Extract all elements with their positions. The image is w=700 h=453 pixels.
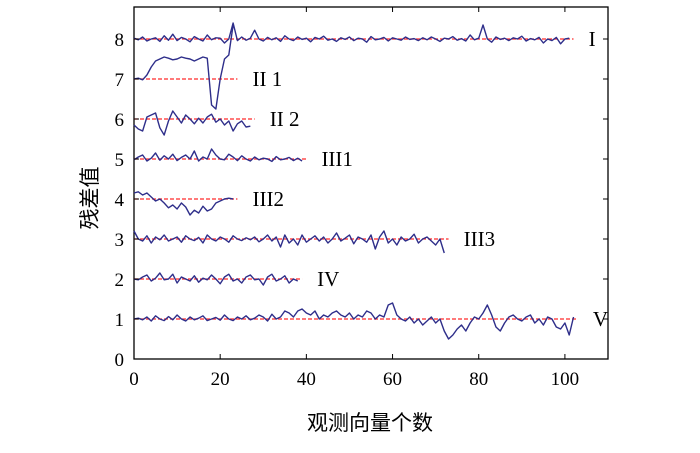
x-tick-label: 20 xyxy=(211,369,230,390)
x-tick-label: 60 xyxy=(383,369,402,390)
y-tick-label: 7 xyxy=(115,70,125,91)
series-line-iv xyxy=(133,272,299,286)
y-tick-label: 4 xyxy=(115,190,125,211)
plot-frame xyxy=(133,6,609,360)
y-tick-label: 3 xyxy=(115,230,125,251)
y-tick-label: 5 xyxy=(115,150,125,171)
series-label-v: V xyxy=(593,307,608,331)
series-line-ii1 xyxy=(133,24,234,110)
y-axis-ticks: 0 1 2 3 4 5 6 7 8 xyxy=(115,30,608,371)
x-tick-label: 80 xyxy=(469,369,488,390)
y-tick-label: 2 xyxy=(115,270,125,291)
y-tick-label: 6 xyxy=(115,110,125,131)
series-label-iii1: III1 xyxy=(321,147,352,171)
x-axis-ticks: 0 20 40 60 80 100 xyxy=(129,7,579,390)
series-label-ii1: II 1 xyxy=(253,67,283,91)
series-labels: I II 1 II 2 III1 III2 III3 IV V xyxy=(253,27,609,331)
y-tick-label: 0 xyxy=(115,350,125,371)
x-tick-label: 100 xyxy=(551,369,580,390)
series-label-iv: IV xyxy=(317,267,339,291)
series-lines xyxy=(133,22,575,340)
x-axis-label: 观测向量个数 xyxy=(307,411,433,435)
series-label-iii2: III2 xyxy=(253,187,284,211)
series-line-iii3 xyxy=(133,230,445,254)
y-axis-label: 残差值 xyxy=(78,167,102,230)
series-label-i: I xyxy=(589,27,596,51)
series-label-ii2: II 2 xyxy=(270,107,300,131)
y-tick-label: 1 xyxy=(115,310,125,331)
series-label-iii3: III3 xyxy=(464,227,495,251)
series-line-v xyxy=(133,302,575,340)
series-line-i xyxy=(133,22,570,45)
baselines xyxy=(134,38,578,320)
x-tick-label: 0 xyxy=(129,369,139,390)
plot-border xyxy=(133,6,609,360)
series-line-ii2 xyxy=(133,110,251,136)
series-line-iii1 xyxy=(133,148,303,163)
y-tick-label: 8 xyxy=(115,30,125,51)
x-tick-label: 40 xyxy=(297,369,316,390)
series-line-iii2 xyxy=(133,191,234,216)
